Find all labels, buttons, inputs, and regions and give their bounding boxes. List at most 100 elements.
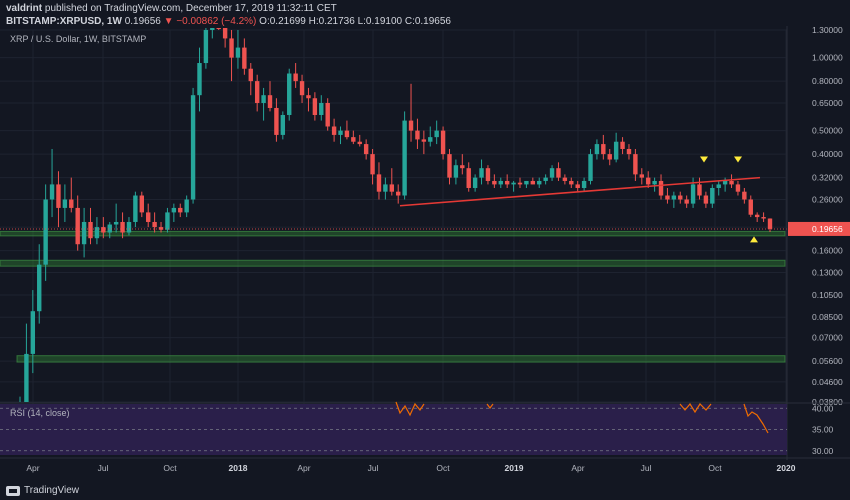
- candle-body: [511, 182, 516, 185]
- candle-body: [383, 184, 388, 192]
- rsi-tick-label: 40.00: [812, 403, 834, 413]
- candle-body: [421, 139, 427, 142]
- price-axis-bg: [787, 26, 850, 455]
- y-tick-label: 0.50000: [812, 126, 843, 136]
- candle-body: [351, 137, 356, 142]
- x-tick-label: Jul: [98, 463, 109, 473]
- candle-body: [453, 165, 459, 178]
- candle-body: [748, 199, 753, 215]
- candle-body: [440, 130, 446, 155]
- candle-body: [126, 221, 132, 233]
- candle-body: [690, 184, 696, 204]
- support-zone: [0, 259, 786, 267]
- author-name[interactable]: valdrint: [6, 3, 43, 14]
- candle-body: [492, 180, 497, 185]
- y-tick-label: 0.40000: [812, 149, 843, 159]
- candle-body: [24, 353, 29, 402]
- candle-body: [479, 168, 484, 178]
- y-tick-label: 0.13000: [812, 267, 843, 277]
- candle-body: [485, 168, 491, 181]
- candle-body: [184, 199, 189, 213]
- candle-body: [158, 227, 164, 230]
- publish-info: valdrint published on TradingView.com, D…: [6, 3, 337, 15]
- candle-body: [678, 195, 683, 200]
- candle-body: [767, 218, 773, 229]
- candle-body: [81, 221, 87, 245]
- candle-body: [408, 120, 414, 131]
- candle-body: [754, 214, 760, 218]
- candle-body: [729, 180, 734, 185]
- y-tick-label: 0.65000: [812, 98, 843, 108]
- candle-body: [363, 144, 369, 155]
- up-marker-icon: [750, 236, 758, 243]
- candle-body: [665, 195, 670, 200]
- rsi-tick-label: 30.00: [812, 446, 834, 456]
- rsi-line: [679, 402, 712, 414]
- candle-body: [710, 187, 715, 204]
- candle-body: [569, 180, 574, 185]
- candle-body: [293, 73, 298, 82]
- brand-name: TradingView: [24, 485, 80, 496]
- candle-body: [242, 47, 247, 69]
- y-tick-label: 0.80000: [812, 76, 843, 86]
- candle-body: [152, 221, 157, 228]
- candle-body: [274, 107, 279, 135]
- candle-body: [203, 30, 209, 64]
- candle-body: [94, 227, 100, 239]
- candle-body: [415, 130, 420, 140]
- candle-body: [280, 114, 286, 135]
- candle-body: [652, 180, 657, 185]
- candle-body: [197, 63, 202, 96]
- candle-body: [107, 224, 112, 233]
- x-tick-label: Jul: [368, 463, 379, 473]
- y-tick-label: 0.03800: [812, 397, 843, 407]
- candle-body: [235, 47, 241, 58]
- last-price-header: 0.19656: [121, 16, 164, 27]
- candle-body: [389, 184, 394, 192]
- candle-body: [517, 182, 523, 185]
- candle-body: [120, 221, 125, 233]
- y-tick-label: 0.07000: [812, 333, 843, 343]
- candle-body: [37, 264, 42, 312]
- candle-body: [165, 212, 170, 230]
- candle-body: [113, 221, 119, 225]
- x-tick-label: Jul: [641, 463, 652, 473]
- candle-body: [30, 311, 36, 354]
- last-price-label: 0.19656: [812, 224, 843, 234]
- candle-body: [319, 102, 324, 115]
- x-tick-label: Oct: [436, 463, 450, 473]
- candle-body: [722, 180, 728, 185]
- y-tick-label: 1.00000: [812, 53, 843, 63]
- candle-body: [43, 199, 48, 265]
- candle-body: [171, 207, 177, 213]
- candle-body: [210, 28, 215, 30]
- candle-body: [735, 184, 741, 192]
- candle-body: [447, 154, 452, 178]
- candle-body: [261, 95, 266, 103]
- price-change: ▼ −0.00862 (−4.2%): [163, 16, 257, 27]
- support-zone: [0, 230, 786, 237]
- candle-body: [325, 102, 330, 127]
- candle-body: [601, 144, 606, 155]
- y-tick-label: 0.16000: [812, 246, 843, 256]
- candle-body: [178, 207, 183, 213]
- candle-body: [581, 180, 587, 188]
- y-tick-label: 0.32000: [812, 173, 843, 183]
- candle-body: [344, 130, 350, 138]
- candle-body: [594, 144, 600, 155]
- candle-body: [69, 199, 74, 208]
- candle-body: [620, 141, 625, 149]
- candle-body: [684, 199, 689, 204]
- candle-body: [703, 195, 709, 204]
- candle-body: [761, 217, 766, 219]
- candle-body: [306, 95, 311, 99]
- candle-body: [607, 154, 612, 160]
- candle-body: [537, 180, 542, 185]
- down-marker-icon: [700, 156, 708, 163]
- candle-body: [146, 212, 151, 222]
- last-price-tag: [788, 221, 850, 236]
- candle-body: [75, 207, 80, 245]
- candle-body: [524, 180, 529, 185]
- candle-body: [133, 195, 138, 222]
